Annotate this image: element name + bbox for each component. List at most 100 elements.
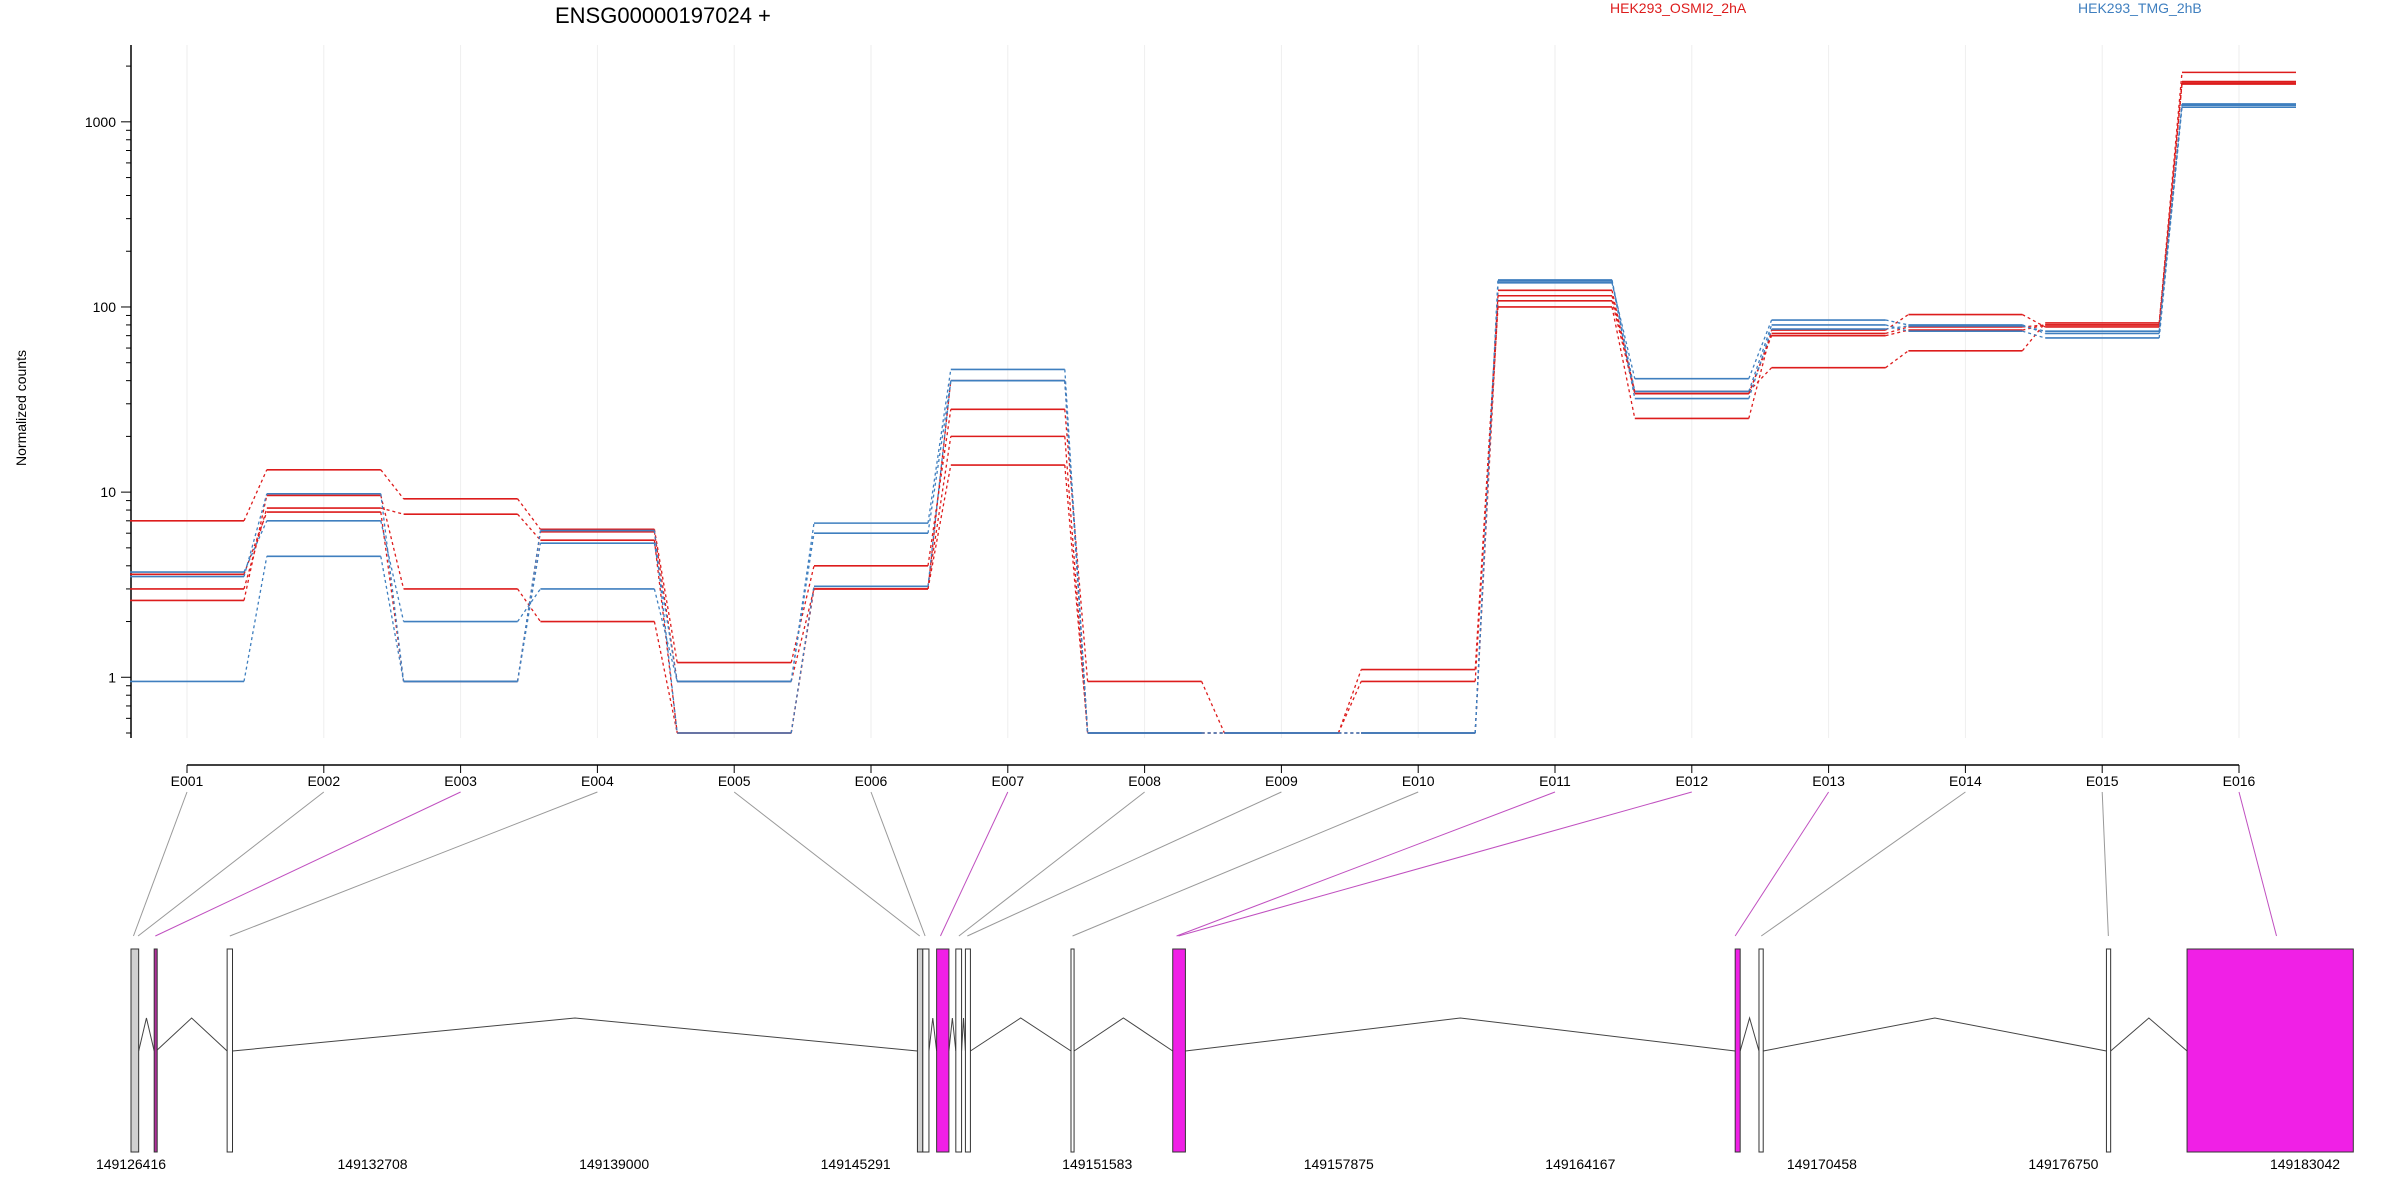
series-line (130, 104, 2296, 734)
bin-connector (516, 543, 542, 682)
legend-label-tmg: HEK293_TMG_2hB (2078, 0, 2202, 16)
x-tick-label: E003 (444, 773, 477, 789)
bin-connector (1885, 319, 1909, 326)
bin-connector (1474, 306, 1499, 682)
exon (2105, 948, 2112, 1153)
coordinate-label: 149176750 (2028, 1156, 2098, 1172)
intron (961, 1017, 966, 1052)
bin-connector (1064, 465, 1089, 734)
bin-link (1176, 791, 1556, 937)
bin-connector (380, 493, 405, 682)
bin-connector (790, 523, 815, 682)
bin-connector (2022, 324, 2046, 328)
bin-connector (653, 531, 678, 682)
bin-link (940, 791, 1009, 937)
bin-link (1178, 791, 1692, 937)
x-axis-bins: E001 E002 E003 E004 E005 E006 E007 E008 E009 E010… (171, 764, 2256, 789)
bin-connector (653, 621, 678, 734)
bin-connector (1885, 329, 1909, 337)
exon (922, 948, 930, 1153)
coordinate-label: 149183042 (2270, 1156, 2340, 1172)
bin-connector (380, 520, 405, 622)
y-tick-label: 1 (108, 669, 116, 685)
bin-connector (1064, 436, 1089, 734)
x-tick-label: E002 (307, 773, 340, 789)
coordinate-label: 149145291 (821, 1156, 891, 1172)
bin-connector (653, 588, 678, 682)
bin-connector (790, 588, 815, 682)
bin-link (870, 791, 926, 937)
bin-connector (243, 511, 268, 575)
bin-link (2101, 791, 2109, 937)
x-tick-label: E015 (2086, 773, 2119, 789)
exon (2186, 948, 2354, 1153)
intron (232, 1017, 918, 1052)
bin-connector (380, 512, 405, 682)
series-line (130, 83, 2296, 734)
coordinate-label: 149170458 (1787, 1156, 1857, 1172)
intron (138, 1017, 155, 1052)
bin-connector (1611, 280, 1636, 399)
bin-link (967, 791, 1282, 937)
bin-connector (380, 507, 404, 515)
bin-connector (1201, 681, 1225, 734)
exon (916, 948, 924, 1153)
series-line (130, 80, 2296, 734)
bin-connector (1337, 681, 1362, 734)
exon (226, 948, 234, 1153)
coordinate-label: 149157875 (1304, 1156, 1374, 1172)
bin-connector (653, 543, 678, 682)
bin-link (229, 791, 598, 937)
y-tick-label: 100 (93, 299, 117, 315)
bin-connector (1611, 282, 1636, 379)
x-tick-label: E004 (581, 773, 614, 789)
coordinate-label: 149164167 (1545, 1156, 1615, 1172)
exon (130, 948, 140, 1153)
bin-connector (2158, 82, 2183, 325)
exon (153, 948, 158, 1153)
bin-connector (790, 586, 815, 734)
bin-to-exon-links (132, 791, 2277, 937)
coordinate-label: 149151583 (1062, 1156, 1132, 1172)
y-axis: 1 10 100 1000 (85, 45, 132, 738)
bin-connector (243, 507, 268, 590)
bin-link (958, 791, 1145, 937)
bin-link (2238, 791, 2277, 937)
intron (928, 1017, 938, 1052)
intron (1073, 1017, 1174, 1052)
bin-connector (1337, 669, 1362, 734)
vertical-gridlines (186, 45, 2240, 738)
bin-connector (517, 588, 541, 622)
bin-connector (517, 513, 541, 541)
bin-connector (1474, 281, 1499, 734)
bin-connector (927, 436, 952, 587)
chart-title: ENSG00000197024 + (555, 3, 771, 28)
x-tick-label: E007 (991, 773, 1024, 789)
bin-link (1761, 791, 1966, 937)
series-line (130, 71, 2296, 734)
exon (1734, 948, 1741, 1153)
intron (1763, 1017, 2107, 1052)
bin-connector (927, 380, 952, 534)
bin-connector (1885, 325, 1909, 330)
bin-connector (1885, 326, 1909, 335)
exon (964, 948, 971, 1153)
coordinate-label: 149132708 (338, 1156, 408, 1172)
x-tick-label: E012 (1675, 773, 1708, 789)
bin-connector (927, 380, 952, 587)
series-line (130, 82, 2296, 734)
x-tick-label: E013 (1812, 773, 1845, 789)
bin-connector (1885, 350, 1909, 369)
bin-connector (2158, 105, 2183, 332)
bin-connector (1885, 314, 1909, 331)
x-tick-label: E011 (1539, 773, 1571, 789)
genomic-coordinate-labels: 149126416 149132708 149139000 149145291 1491… (96, 1156, 2340, 1172)
x-tick-label: E014 (1949, 773, 1982, 789)
bin-connector (1748, 328, 1773, 399)
bin-connector (243, 469, 268, 522)
bin-connector (2158, 83, 2183, 328)
bin-connector (380, 556, 405, 682)
x-tick-label: E016 (2223, 773, 2256, 789)
bin-connector (380, 495, 405, 590)
